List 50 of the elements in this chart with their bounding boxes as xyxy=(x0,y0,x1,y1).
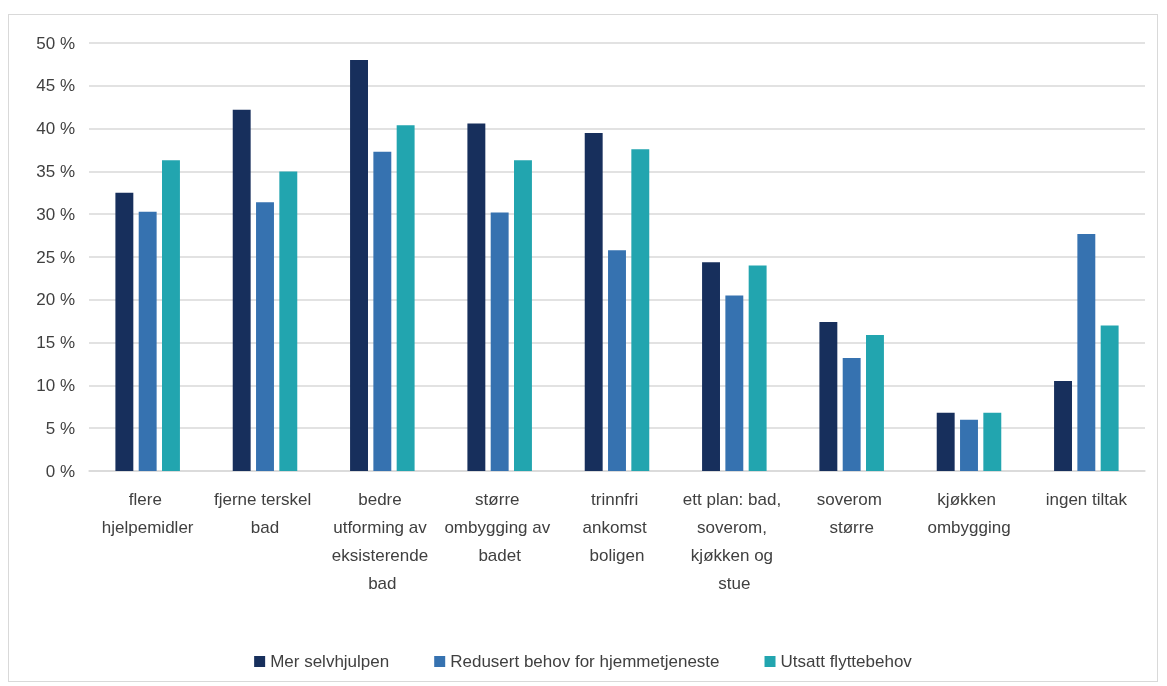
x-tick-label: bedre utforming av eksisterende bad xyxy=(331,489,433,593)
bar xyxy=(162,160,180,471)
bar xyxy=(467,123,486,471)
y-tick-label: 40 % xyxy=(36,119,75,139)
y-tick-label: 50 % xyxy=(36,33,75,53)
legend-label: Redusert behov for hjemmetjeneste xyxy=(450,652,720,671)
y-tick-label: 25 % xyxy=(36,247,75,267)
x-tick-label: kjøkken ombygging xyxy=(927,489,1011,537)
bar xyxy=(1100,325,1119,471)
bar xyxy=(490,212,509,471)
bar xyxy=(960,419,978,471)
bar xyxy=(983,412,1002,471)
legend-label: Mer selvhjulpen xyxy=(270,652,390,671)
bar xyxy=(279,171,298,471)
x-tick-label: ingen tiltak xyxy=(1045,489,1128,509)
bar xyxy=(115,192,134,471)
bar xyxy=(350,60,368,471)
bar xyxy=(1077,233,1096,471)
bar xyxy=(702,262,720,471)
y-tick-label: 30 % xyxy=(36,204,75,224)
x-tick-label: flere hjelpemidler xyxy=(101,489,194,537)
bar xyxy=(373,151,392,471)
legend-label: Utsatt flyttebehov xyxy=(780,652,913,671)
bar xyxy=(748,265,767,471)
bar xyxy=(631,149,650,471)
bar xyxy=(514,160,532,471)
y-tick-label: 15 % xyxy=(36,333,75,353)
bar xyxy=(866,334,884,471)
bar xyxy=(819,322,838,471)
bar xyxy=(936,412,955,471)
bar xyxy=(1054,381,1072,471)
bar xyxy=(584,132,603,471)
bar xyxy=(232,109,251,471)
x-tick-label: trinnfri ankomst boligen xyxy=(582,489,652,565)
bar xyxy=(842,358,861,471)
y-tick-label: 10 % xyxy=(36,375,75,395)
bar xyxy=(396,125,415,471)
x-tick-label: større ombygging av badet xyxy=(444,489,555,565)
x-tick-label: soverom større xyxy=(816,489,887,537)
y-tick-label: 35 % xyxy=(36,161,75,181)
y-tick-label: 5 % xyxy=(45,418,75,438)
bar xyxy=(725,295,744,471)
x-tick-label: fjerne terskel bad xyxy=(213,489,317,537)
bar xyxy=(608,250,626,471)
y-tick-label: 0 % xyxy=(45,461,75,481)
y-tick-label: 45 % xyxy=(36,76,75,96)
bar xyxy=(138,211,157,471)
y-tick-label: 20 % xyxy=(36,290,75,310)
x-tick-label: ett plan: bad, soverom, kjøkken og stue xyxy=(682,489,786,593)
bar xyxy=(256,202,274,471)
